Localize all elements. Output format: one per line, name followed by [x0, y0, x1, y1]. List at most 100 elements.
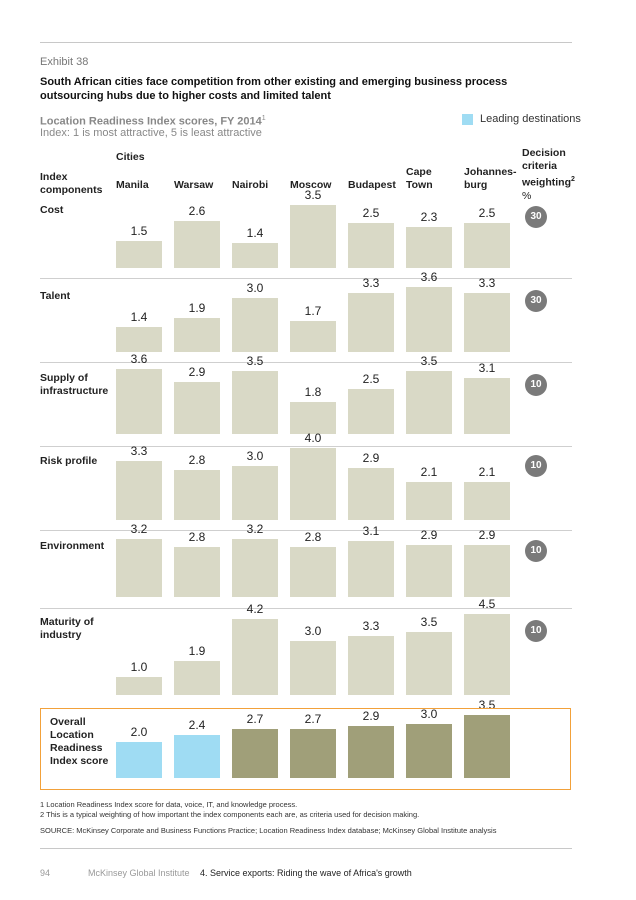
value-label: 3.3 — [130, 443, 148, 458]
cities-header: Cities — [116, 151, 145, 163]
bar — [290, 401, 336, 434]
value-label: 3.6 — [130, 352, 148, 367]
weight-badge: 10 — [525, 620, 547, 642]
city-header-1: Warsaw — [174, 179, 214, 191]
bar — [290, 641, 336, 695]
value-label: 2.5 — [362, 372, 380, 386]
bar — [406, 226, 452, 268]
value-label: 3.0 — [246, 449, 264, 463]
weight-badge: 30 — [525, 206, 547, 228]
bar — [232, 619, 278, 695]
bar — [174, 381, 220, 434]
row-separator — [40, 530, 572, 531]
city-header-3: Moscow — [290, 179, 332, 191]
bar — [116, 677, 162, 695]
value-label: 3.2 — [246, 522, 264, 537]
value-label: 2.8 — [188, 452, 206, 467]
bar — [174, 469, 220, 520]
value-label: 3.0 — [246, 281, 264, 295]
value-label: 1.4 — [130, 309, 148, 324]
value-label: 2.9 — [478, 527, 496, 542]
value-label: 2.1 — [420, 465, 438, 480]
value-label: 1.0 — [130, 660, 148, 674]
row-separator — [40, 278, 572, 279]
bar — [464, 715, 510, 778]
bar — [232, 539, 278, 597]
bar — [348, 541, 394, 597]
value-label: 2.3 — [420, 209, 438, 224]
bar — [174, 221, 220, 268]
bar — [290, 729, 336, 778]
row-label: Supply of infrastructure — [40, 372, 109, 397]
value-label: 3.3 — [362, 618, 380, 633]
chapter-title: 4. Service exports: Riding the wave of A… — [200, 868, 412, 878]
bar — [116, 460, 162, 520]
value-label: 3.3 — [362, 275, 380, 290]
city-header-5: Cape Town — [406, 166, 433, 191]
value-label: 2.1 — [478, 465, 496, 480]
value-label: 3.0 — [304, 624, 322, 638]
bar — [232, 729, 278, 778]
subtitle-footnote-mark: 1 — [261, 115, 266, 122]
bar — [116, 326, 162, 352]
bar — [290, 205, 336, 268]
bar — [406, 371, 452, 434]
bar — [464, 482, 510, 520]
value-label: 3.6 — [420, 270, 438, 285]
weight-badge: 10 — [525, 374, 547, 396]
bar — [406, 724, 452, 778]
bar — [290, 448, 336, 520]
page-number: 94 — [40, 868, 51, 878]
bar — [232, 466, 278, 520]
value-label: 3.3 — [478, 275, 496, 290]
bar — [464, 223, 510, 268]
decision-header-footnote-mark: 2 — [571, 176, 575, 183]
value-label: 2.9 — [362, 708, 380, 723]
bottom-rule — [40, 848, 572, 849]
value-label: 2.5 — [362, 206, 380, 220]
bar — [290, 546, 336, 597]
bar — [406, 632, 452, 695]
source-note: SOURCE: McKinsey Corporate and Business … — [40, 826, 497, 835]
bar — [290, 321, 336, 352]
value-label: 1.5 — [130, 224, 148, 238]
city-header-4: Budapest — [348, 179, 396, 191]
value-label: 2.8 — [304, 529, 322, 544]
value-label: 2.7 — [246, 712, 264, 727]
bar — [232, 298, 278, 352]
bar — [464, 378, 510, 434]
subtitle-text: Location Readiness Index scores, FY 2014 — [40, 115, 262, 128]
value-label: 2.4 — [188, 717, 206, 732]
bar — [232, 371, 278, 434]
value-label: 1.9 — [188, 643, 206, 658]
bar — [406, 544, 452, 597]
value-label: 3.0 — [420, 707, 438, 721]
bar — [406, 482, 452, 520]
row-separator — [40, 362, 572, 363]
decision-header-text: Decision criteria weighting — [522, 147, 571, 189]
value-label: 2.8 — [188, 529, 206, 544]
bar — [348, 389, 394, 434]
bar — [348, 635, 394, 695]
bar — [174, 546, 220, 597]
bar — [348, 467, 394, 520]
value-label: 2.6 — [188, 204, 206, 219]
bar — [174, 317, 220, 352]
row-label: Risk profile — [40, 455, 98, 467]
bar — [116, 369, 162, 434]
overall-highlight-box — [40, 708, 571, 790]
index-components-header: Index components — [40, 171, 103, 196]
weight-badge: 10 — [525, 540, 547, 562]
value-label: 2.9 — [188, 364, 206, 379]
value-label: 3.5 — [420, 615, 438, 629]
decision-header: Decision criteria weighting2% — [522, 147, 582, 203]
legend-swatch-leading — [462, 114, 473, 125]
row-label: Cost — [40, 204, 64, 216]
exhibit-label: Exhibit 38 — [40, 56, 89, 68]
value-label: 3.2 — [130, 522, 148, 537]
bar — [348, 292, 394, 352]
footnote-2: 2 This is a typical weighting of how imp… — [40, 810, 420, 819]
legend-label-leading: Leading destinations — [480, 113, 581, 125]
weight-badge: 10 — [525, 455, 547, 477]
value-label: 1.9 — [188, 300, 206, 315]
